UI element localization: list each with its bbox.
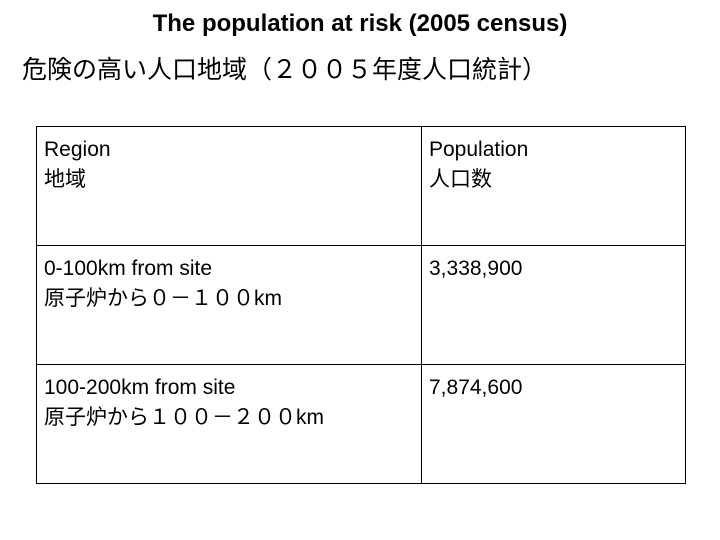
header-row: Region 地域 Population 人口数 xyxy=(36,126,686,246)
cell-japanese: 地域 xyxy=(44,168,86,191)
table-row: 0-100km from site 原子炉から０－１００km 3,338,900 xyxy=(36,245,686,365)
table-row: 100-200km from site 原子炉から１００－２００km 7,874… xyxy=(36,364,686,484)
header-cell: Region 地域 xyxy=(36,126,422,246)
population-table: Region 地域 Population 人口数 0-100km from si… xyxy=(36,126,686,484)
cell-english: 0-100km from site xyxy=(44,257,213,280)
title-japanese: 危険の高い人口地域（２００５年度人口統計） xyxy=(22,56,548,84)
title-english: The population at risk (2005 census) xyxy=(152,10,568,37)
table-cell: 100-200km from site 原子炉から１００－２００km xyxy=(36,364,422,484)
cell-english: 100-200km from site xyxy=(44,376,236,399)
header-cell: Population 人口数 xyxy=(421,126,686,246)
cell-japanese: 人口数 xyxy=(429,168,492,191)
cell-japanese: 原子炉から１００－２００km xyxy=(44,406,324,429)
cell-japanese: 原子炉から０－１００km xyxy=(44,287,282,310)
table-cell: 0-100km from site 原子炉から０－１００km xyxy=(36,245,422,365)
cell-value: 3,338,900 xyxy=(429,257,523,280)
cell-english: Population xyxy=(429,138,529,161)
cell-value: 7,874,600 xyxy=(429,376,523,399)
cell-english: Region xyxy=(44,138,111,161)
table-cell: 7,874,600 xyxy=(421,364,686,484)
table-cell: 3,338,900 xyxy=(421,245,686,365)
